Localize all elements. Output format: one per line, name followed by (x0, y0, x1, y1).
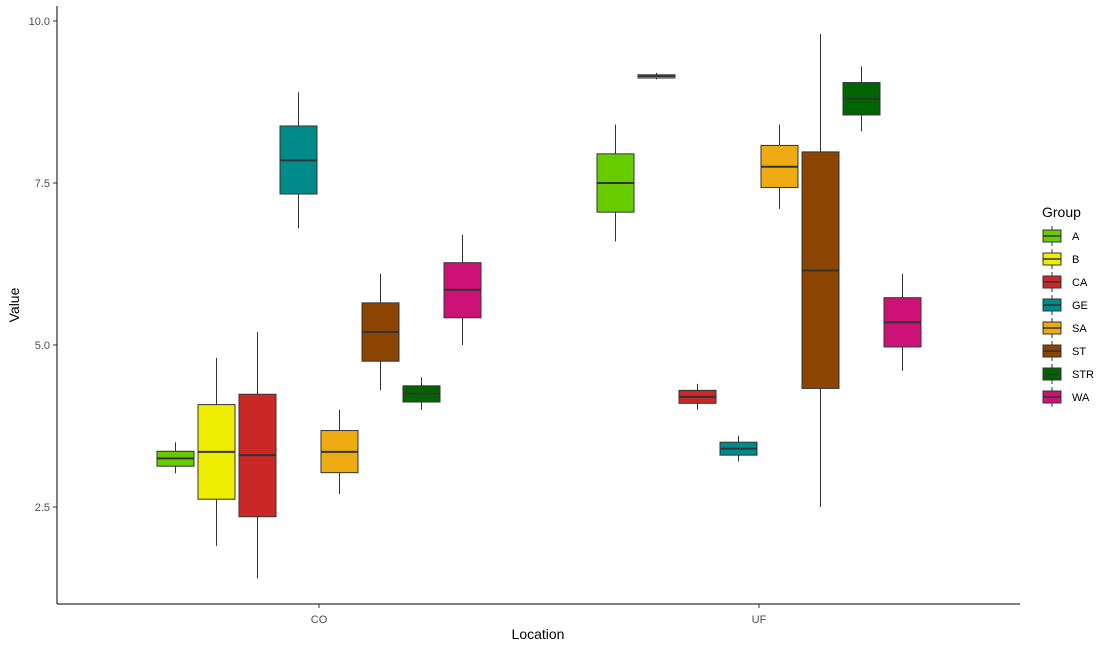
legend-label: A (1072, 231, 1080, 243)
box-co-a (156, 442, 195, 474)
box-uf-st (801, 33, 840, 507)
y-tick-label: 5.0 (35, 340, 50, 352)
box-co-wa (443, 234, 482, 345)
box-uf-b (637, 72, 676, 80)
legend-label: ST (1072, 346, 1086, 358)
legend-item-str: STR (1042, 364, 1094, 384)
legend-item-b: B (1042, 249, 1079, 269)
box-co-st (361, 273, 400, 391)
box-uf-ca (678, 383, 717, 410)
box-co-str (402, 377, 441, 410)
legend-item-ca: CA (1042, 272, 1088, 292)
legend-item-sa: SA (1042, 318, 1087, 338)
y-axis-title: Value (6, 287, 22, 322)
legend-label: SA (1072, 323, 1087, 335)
legend-label: STR (1072, 369, 1094, 381)
box-co-sa (320, 409, 359, 495)
box-uf-a (596, 124, 635, 242)
legend-label: WA (1072, 392, 1090, 404)
legend-item-a: A (1042, 226, 1080, 246)
box-uf-ge (719, 435, 758, 462)
legend-label: GE (1072, 300, 1088, 312)
box-uf-wa (883, 273, 922, 371)
axes-layer (56, 6, 1020, 605)
box-co-ca (238, 332, 277, 579)
box-co-ge (279, 92, 318, 229)
legend: Group AB CA GE SA ST STR WA (1042, 204, 1094, 407)
legend-item-st: ST (1042, 341, 1086, 361)
box-co-b (197, 357, 236, 546)
y-tick-label: 7.5 (35, 178, 50, 190)
legend-label: B (1072, 254, 1079, 266)
y-tick-label: 10.0 (29, 16, 50, 28)
legend-item-ge: GE (1042, 295, 1088, 315)
boxes-layer (156, 33, 922, 579)
box-uf-str (842, 66, 881, 132)
x-tick-label: CO (311, 614, 328, 626)
box-uf-sa (760, 124, 799, 209)
x-axis-title: Location (512, 626, 565, 642)
y-tick-label: 2.5 (35, 502, 50, 514)
legend-item-wa: WA (1042, 387, 1090, 407)
x-tick-label: UF (752, 614, 767, 626)
y-ticks: 2.5 5.0 7.5 10.0 (29, 16, 57, 514)
legend-label: CA (1072, 277, 1088, 289)
legend-title: Group (1042, 204, 1081, 220)
x-ticks: CO UF (311, 604, 767, 626)
